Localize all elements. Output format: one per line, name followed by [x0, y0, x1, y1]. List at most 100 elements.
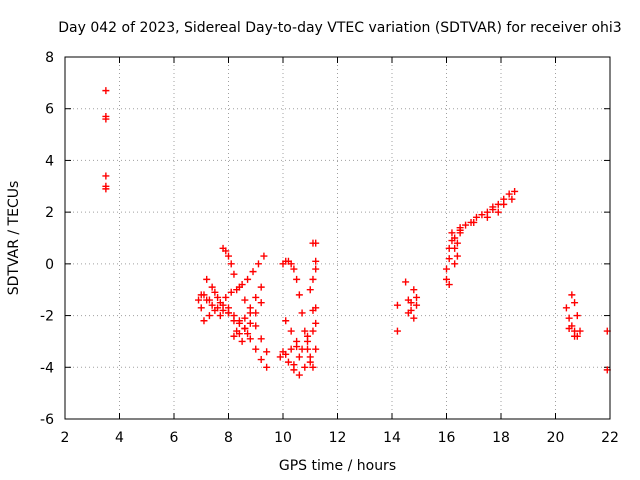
data-point	[208, 283, 216, 291]
x-tick-label: 2	[61, 430, 70, 446]
data-points	[102, 87, 611, 379]
data-point	[312, 265, 320, 273]
data-point	[562, 304, 570, 312]
data-point	[453, 252, 461, 260]
data-point	[252, 293, 260, 301]
data-point	[393, 327, 401, 335]
data-point	[508, 195, 516, 203]
data-point	[252, 345, 260, 353]
data-point	[298, 345, 306, 353]
data-point	[102, 115, 110, 123]
data-point	[565, 325, 573, 332]
data-point	[263, 348, 271, 356]
data-point	[443, 275, 450, 283]
data-point	[306, 286, 314, 294]
y-tick-label: 0	[45, 257, 54, 273]
data-point	[407, 299, 415, 307]
data-point	[222, 247, 230, 255]
data-point	[197, 304, 205, 312]
data-point	[309, 275, 317, 283]
data-point	[257, 335, 265, 343]
data-point	[312, 304, 320, 312]
x-tick-label: 14	[383, 430, 401, 446]
data-point	[298, 309, 306, 317]
data-point	[568, 291, 576, 299]
data-point	[257, 283, 265, 291]
data-point	[483, 213, 491, 221]
data-point	[456, 224, 464, 232]
data-point	[413, 293, 421, 301]
data-point	[306, 358, 314, 366]
data-point	[222, 293, 230, 301]
data-point	[238, 337, 246, 345]
data-point	[511, 187, 519, 195]
data-point	[470, 218, 478, 226]
data-point	[227, 260, 235, 268]
data-point	[276, 353, 284, 361]
data-point	[260, 252, 268, 260]
data-point	[235, 319, 243, 327]
data-point	[233, 327, 241, 335]
data-point	[287, 260, 295, 268]
data-point	[211, 306, 219, 314]
data-point	[462, 221, 470, 229]
data-point	[393, 301, 401, 309]
data-point	[252, 309, 260, 317]
y-axis-label: SDTVAR / TECUs	[6, 181, 22, 296]
data-point	[257, 299, 265, 307]
data-point	[246, 335, 254, 343]
data-point	[257, 356, 265, 364]
data-point	[225, 252, 232, 260]
x-tick-label: 4	[115, 430, 124, 446]
x-tick-label: 8	[224, 430, 233, 446]
x-tick-label: 16	[438, 430, 456, 446]
data-point	[195, 296, 203, 304]
data-point	[254, 260, 262, 268]
x-tick-label: 20	[547, 430, 565, 446]
data-point	[233, 286, 241, 294]
data-point	[205, 312, 213, 320]
x-axis-label: GPS time / hours	[279, 458, 396, 474]
chart-title: Day 042 of 2023, Sidereal Day-to-day VTE…	[58, 20, 621, 36]
data-point	[230, 332, 238, 340]
data-point	[301, 327, 309, 335]
data-point	[102, 185, 110, 193]
data-point	[203, 275, 211, 283]
data-point	[571, 332, 579, 340]
data-point	[102, 172, 110, 180]
data-point	[301, 363, 309, 371]
data-point	[451, 234, 459, 242]
data-point	[205, 296, 213, 304]
data-point	[309, 327, 317, 335]
data-point	[246, 319, 254, 327]
data-point	[451, 244, 459, 252]
data-point	[304, 332, 312, 340]
data-point	[216, 299, 224, 307]
y-tick-label: 6	[45, 102, 54, 118]
data-point	[287, 327, 295, 335]
data-point	[505, 190, 513, 198]
data-point	[249, 268, 257, 276]
data-point	[211, 288, 219, 296]
data-point	[448, 229, 456, 237]
data-point	[293, 343, 301, 351]
data-point	[263, 363, 271, 371]
y-tick-label: -6	[40, 412, 54, 428]
data-point	[573, 312, 581, 320]
x-tick-label: 6	[170, 430, 179, 446]
data-point	[565, 314, 573, 322]
data-point	[413, 301, 421, 309]
data-point	[241, 296, 249, 304]
grid-lines	[65, 57, 610, 419]
data-point	[453, 239, 461, 247]
data-point	[295, 353, 303, 361]
data-point	[312, 319, 320, 327]
x-tick-label: 22	[601, 430, 619, 446]
data-point	[500, 200, 508, 208]
data-point	[102, 87, 110, 95]
data-point	[410, 286, 418, 294]
data-point	[230, 317, 238, 325]
data-point	[244, 275, 252, 283]
data-point	[410, 314, 418, 322]
